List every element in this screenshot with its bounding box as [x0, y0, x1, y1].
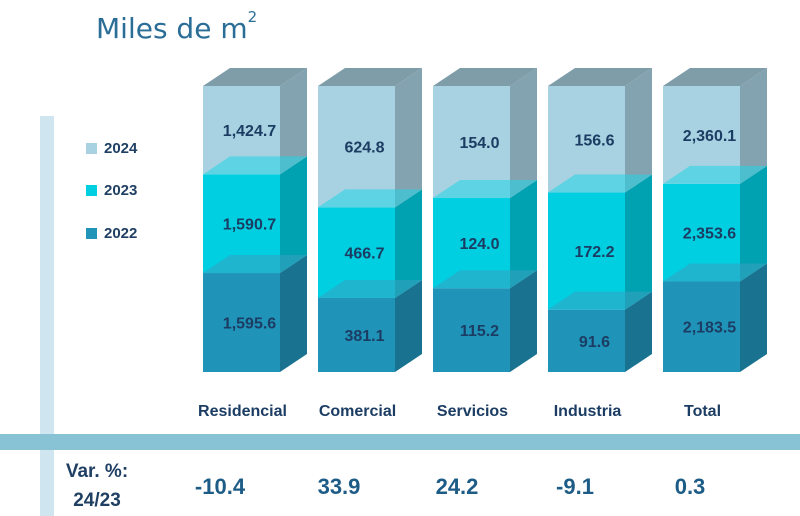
variation-value-residencial: -10.4 [194, 474, 246, 499]
bar-residencial-2022 [203, 273, 280, 372]
bar-side-industria-2022 [625, 291, 652, 372]
bar-side-servicios-2024 [510, 68, 537, 199]
bar-ledge-industria-2023 [548, 174, 652, 193]
data-label-residencial-2022: 1,595.6 [223, 316, 276, 333]
left-accent-bar [40, 116, 54, 516]
bar-ledge-residencial-2023 [203, 156, 307, 175]
legend-item-2024: 2024 [86, 138, 137, 158]
data-label-industria-2022: 91.6 [579, 334, 610, 351]
category-label-servicios: Servicios [437, 403, 508, 420]
variation-value-comercial: 33.9 [317, 474, 361, 499]
bar-side-comercial-2023 [395, 189, 422, 298]
bar-servicios-2024 [433, 86, 510, 199]
bar-side-comercial-2024 [395, 68, 422, 208]
bar-side-servicios-2022 [510, 270, 537, 372]
bar-ledge-total-2022 [663, 263, 767, 282]
bar-comercial-2022 [318, 297, 395, 372]
variation-label-line2: 24/23 [73, 490, 121, 511]
data-label-total-2023: 2,353.6 [683, 226, 736, 243]
bar-top-industria [548, 68, 652, 86]
data-label-servicios-2023: 124.0 [459, 236, 499, 253]
category-label-total: Total [684, 403, 721, 420]
data-label-servicios-2024: 154.0 [459, 135, 499, 152]
data-label-industria-2024: 156.6 [574, 132, 614, 149]
bar-side-residencial-2023 [280, 156, 307, 274]
bar-top-comercial [318, 68, 422, 86]
bar-ledge-comercial-2022 [318, 279, 422, 298]
unit-superscript: 2 [247, 7, 258, 26]
divider-bar [0, 434, 800, 450]
legend-swatch-2023 [86, 184, 97, 196]
bar-side-total-2022 [740, 263, 767, 372]
bar-total-2022 [663, 281, 740, 372]
variation-value-total: 0.3 [674, 474, 706, 499]
legend-item-2023: 2023 [86, 180, 137, 200]
bar-top-residencial [203, 68, 307, 86]
bar-side-comercial-2022 [395, 279, 422, 372]
variation-label-line1: Var. %: [65, 461, 129, 482]
legend-item-2022: 2022 [86, 223, 137, 243]
legend-label-2024: 2024 [104, 139, 138, 157]
legend-label-2022: 2022 [104, 224, 138, 242]
data-label-residencial-2024: 1,424.7 [223, 123, 276, 140]
data-label-servicios-2022: 115.2 [460, 323, 499, 340]
variation-value-servicios: 24.2 [435, 474, 479, 499]
data-label-comercial-2023: 466.7 [344, 246, 384, 263]
data-label-industria-2023: 172.2 [574, 244, 614, 261]
data-label-total-2024: 2,360.1 [683, 128, 736, 145]
bar-side-residencial-2022 [280, 255, 307, 372]
unit-label: Miles de m2 [96, 7, 258, 45]
legend-label-2023: 2023 [104, 181, 138, 199]
bar-industria-2023 [548, 192, 625, 310]
category-label-comercial: Comercial [319, 403, 396, 420]
bar-ledge-servicios-2022 [433, 270, 537, 289]
legend-swatch-2024 [86, 142, 97, 154]
bar-side-total-2024 [740, 68, 767, 184]
bar-comercial-2024 [318, 86, 395, 208]
bar-side-servicios-2023 [510, 180, 537, 289]
variation-value-industria: -9.1 [556, 474, 594, 499]
bar-ledge-industria-2022 [548, 291, 652, 310]
bar-ledge-total-2023 [663, 165, 767, 184]
category-label-residencial: Residencial [198, 403, 287, 420]
bar-ledge-residencial-2022 [203, 255, 307, 274]
legend-swatch-2022 [86, 227, 97, 239]
bar-side-industria-2024 [625, 68, 652, 193]
bar-ledge-comercial-2023 [318, 189, 422, 208]
bar-top-total [663, 68, 767, 86]
bar-servicios-2022 [433, 288, 510, 372]
bar-side-industria-2023 [625, 174, 652, 310]
data-label-comercial-2024: 624.8 [344, 140, 384, 157]
data-label-residencial-2023: 1,590.7 [223, 217, 276, 234]
bar-industria-2022 [548, 309, 625, 372]
bar-side-total-2023 [740, 165, 767, 282]
data-label-comercial-2022: 381.1 [344, 328, 384, 345]
category-label-industria: Industria [554, 403, 622, 420]
bar-side-residencial-2024 [280, 68, 307, 175]
bar-top-servicios [433, 68, 537, 86]
data-label-total-2022: 2,183.5 [683, 320, 736, 337]
bar-ledge-servicios-2023 [433, 180, 537, 199]
